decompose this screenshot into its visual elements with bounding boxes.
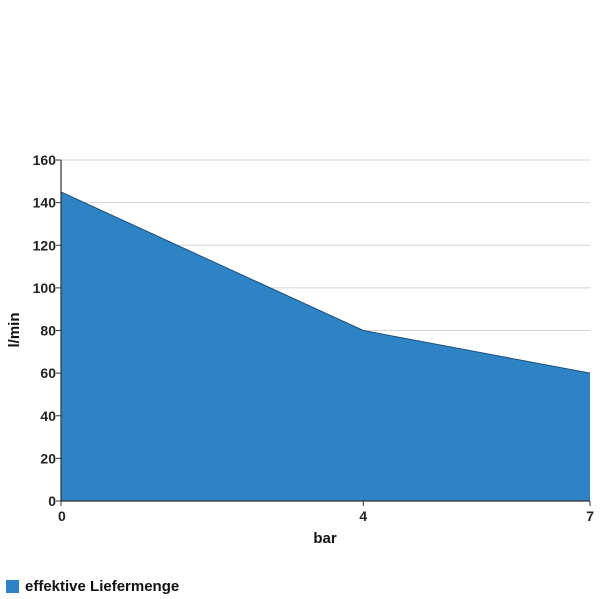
area-chart: 0 20 40 60 80 100 120 140 160 0 4 7 bar l/min [6,152,594,547]
y-tick-label: 100 [33,280,57,296]
y-tick-label: 80 [40,323,56,339]
y-tick-label: 60 [40,365,56,381]
x-tick-label: 0 [58,508,66,524]
y-tick-label: 120 [33,237,57,253]
y-tick-label: 160 [33,152,57,168]
legend-swatch [6,580,19,593]
x-axis-title: bar [313,530,337,547]
series-area [61,191,590,501]
x-tick-label: 7 [586,508,594,524]
y-tick-label: 0 [48,493,56,509]
y-axis-title: l/min [6,312,23,347]
x-tick-label: 4 [359,508,367,524]
y-tick-labels: 0 20 40 60 80 100 120 140 160 [33,152,57,509]
y-tick-label: 40 [40,408,56,424]
axes [56,159,591,506]
legend: effektive Liefermenge [6,578,179,595]
area-series [60,191,591,501]
legend-label: effektive Liefermenge [25,578,180,595]
y-tick-label: 140 [33,195,57,211]
x-tick-labels: 0 4 7 [58,508,594,524]
y-tick-label: 20 [40,450,56,466]
